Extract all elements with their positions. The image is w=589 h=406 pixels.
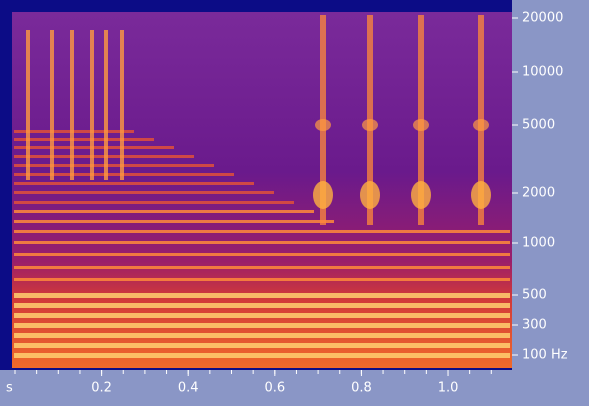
onset-burst [360, 181, 380, 209]
harmonic-band [14, 293, 510, 298]
harmonic-band [14, 164, 214, 167]
harmonic-band [14, 303, 510, 308]
onset-burst [70, 30, 74, 180]
onset-burst [90, 30, 94, 180]
onset-burst [411, 181, 431, 209]
y-tick-label: 500 [522, 288, 547, 303]
harmonic-band [14, 201, 294, 204]
harmonic-band [14, 138, 154, 141]
harmonic-band [14, 313, 510, 318]
y-tick-label: 300 [522, 318, 547, 333]
y-axis-panel [512, 0, 589, 406]
harmonic-band [14, 343, 510, 348]
harmonic-band [14, 191, 274, 194]
onset-burst [120, 30, 124, 180]
harmonic-band [14, 266, 510, 269]
onset-burst [26, 30, 30, 180]
x-tick-label: 1.0 [438, 381, 459, 396]
x-axis-label: s [6, 381, 13, 396]
onset-burst [315, 119, 331, 131]
onset-burst [104, 30, 108, 180]
harmonic-band [14, 353, 510, 358]
y-tick-label: 20000 [522, 11, 563, 26]
harmonic-band [14, 210, 314, 213]
x-tick-label: 0.8 [351, 381, 372, 396]
onset-burst [362, 119, 378, 131]
harmonic-band [14, 278, 510, 281]
x-axis-panel [0, 370, 512, 406]
harmonic-band [14, 241, 510, 244]
onset-burst [471, 181, 491, 209]
onset-burst [473, 119, 489, 131]
harmonic-band [14, 323, 510, 328]
x-tick-label: 0.2 [91, 381, 112, 396]
x-tick-label: 0.4 [178, 381, 199, 396]
harmonic-band [14, 182, 254, 185]
y-tick-label: 100 Hz [522, 348, 568, 363]
x-tick-label: 0.6 [264, 381, 285, 396]
chart: s 0.2 0.4 0.6 0.8 1.0 100 Hz 300 500 1000 2000 500… [0, 0, 589, 406]
onset-burst [50, 30, 54, 180]
onset-burst [313, 181, 333, 209]
harmonic-band [14, 230, 510, 233]
y-tick-label: 5000 [522, 118, 555, 133]
harmonic-band [14, 253, 510, 256]
onset-burst [413, 119, 429, 131]
harmonic-band [14, 220, 334, 223]
y-tick-label: 1000 [522, 236, 555, 251]
page: s 0.2 0.4 0.6 0.8 1.0 100 Hz 300 500 1000 2000 500… [0, 0, 589, 406]
y-tick-label: 10000 [522, 65, 563, 80]
harmonic-band [14, 333, 510, 338]
y-tick-label: 2000 [522, 186, 555, 201]
